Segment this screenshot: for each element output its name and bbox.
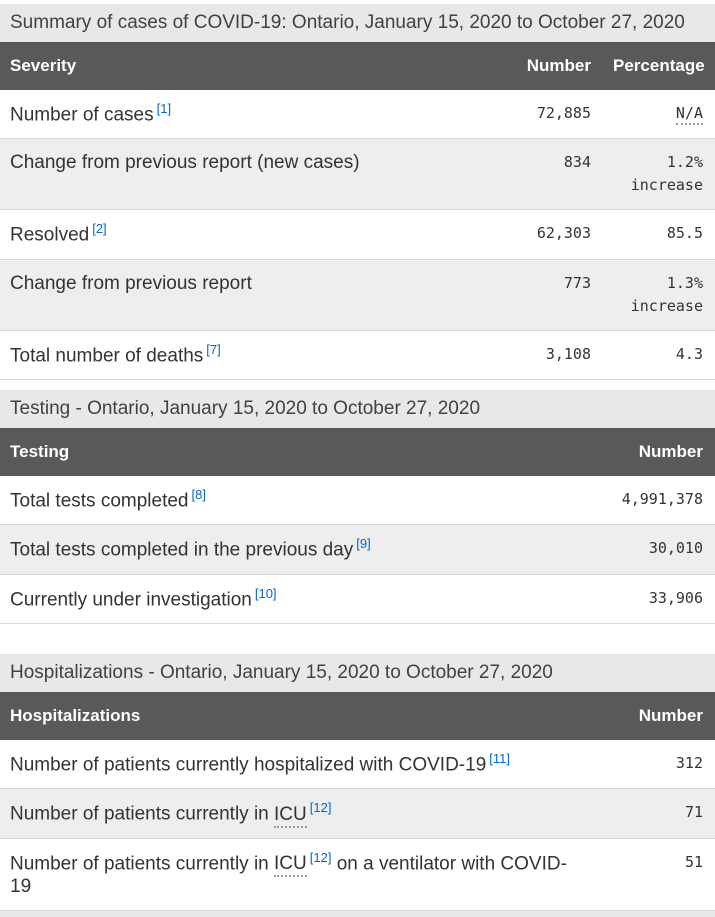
hospitalizations-header-row: Hospitalizations Number [0,691,715,740]
percentage-value: 85.5 [603,209,715,260]
table-row: Change from previous report 773 1.3% inc… [0,259,715,331]
hospitalizations-caption: Hospitalizations - Ontario, January 15, … [0,653,715,692]
column-header-severity: Severity [0,42,493,90]
table-row: Number of patients currently in ICU [12] … [0,838,715,911]
footnote-ref-link[interactable]: [11] [489,750,510,766]
row-label: Change from previous report (new cases) [10,152,360,174]
table-row: Total number of deaths [7] 3,108 4.3 [0,330,715,380]
footnote-ref-link[interactable]: [7] [206,341,221,357]
row-label: Resolved [10,224,90,246]
table-row: Number of cases [1] 72,885 N/A [0,90,715,140]
summary-table: Severity Number Percentage Number of cas… [0,42,715,380]
next-section-caption-partial [0,910,715,917]
row-label: Total number of deaths [10,344,204,366]
number-value: 312 [585,739,715,790]
column-header-testing: Testing [0,427,585,476]
number-value: 4,991,378 [585,475,715,526]
table-row: Resolved [2] 62,303 85.5 [0,209,715,260]
percentage-value: 1.3% increase [603,259,715,331]
hospitalizations-table: Hospitalizations Number Number of patien… [0,691,715,911]
testing-section: Testing - Ontario, January 15, 2020 to O… [0,389,715,624]
summary-caption: Summary of cases of COVID-19: Ontario, J… [0,4,715,42]
column-header-percentage: Percentage [603,42,715,90]
footnote-ref-link[interactable]: [8] [191,486,206,502]
number-value: 72,885 [493,90,603,140]
row-label: Total tests completed [10,490,189,512]
number-value: 834 [493,138,603,211]
number-value: 33,906 [585,574,715,624]
row-label: Number of patients currently in [10,803,269,825]
footnote-ref-link[interactable]: [12] [309,800,332,816]
summary-header-row: Severity Number Percentage [0,42,715,90]
footnote-ref-link[interactable]: [1] [156,101,172,116]
column-header-number: Number [585,427,715,476]
table-row: Change from previous report (new cases) … [0,138,715,211]
table-row: Number of patients currently hospitalize… [0,739,715,790]
icu-abbreviation: ICU [274,852,307,877]
percentage-value: 4.3 [603,330,715,380]
number-value: 62,303 [493,209,603,260]
table-row: Currently under investigation [10] 33,906 [0,574,715,624]
percentage-value: 1.2% increase [603,138,715,211]
table-row: Total tests completed [8] 4,991,378 [0,475,715,526]
row-label: Number of cases [10,104,154,126]
testing-header-row: Testing Number [0,427,715,476]
footnote-ref-link[interactable]: [10] [254,585,277,601]
row-label: Total tests completed in the previous da… [10,539,354,561]
footnote-ref-link[interactable]: [9] [356,536,371,552]
number-value: 71 [585,788,715,839]
hospitalizations-section: Hospitalizations - Ontario, January 15, … [0,653,715,911]
table-row: Total tests completed in the previous da… [0,524,715,575]
icu-abbreviation: ICU [274,803,307,828]
number-value: 30,010 [585,524,715,575]
na-abbreviation: N/A [675,104,703,125]
footnote-ref-link[interactable]: [2] [92,221,107,237]
number-value: 3,108 [493,330,603,380]
table-row: Number of patients currently in ICU [12] … [0,788,715,839]
row-label: Number of patients currently in [10,852,269,874]
column-header-number: Number [585,691,715,740]
number-value: 51 [585,838,715,911]
number-value: 773 [493,259,603,331]
footnote-ref-link[interactable]: [12] [309,849,332,865]
summary-section: Summary of cases of COVID-19: Ontario, J… [0,4,715,380]
row-label: Number of patients currently hospitalize… [10,754,487,776]
testing-table: Testing Number Total tests completed [8] … [0,427,715,624]
row-label: Currently under investigation [10,588,252,610]
column-header-hospitalizations: Hospitalizations [0,691,585,740]
row-label: Change from previous report [10,272,252,294]
testing-caption: Testing - Ontario, January 15, 2020 to O… [0,389,715,428]
column-header-number: Number [493,42,603,90]
